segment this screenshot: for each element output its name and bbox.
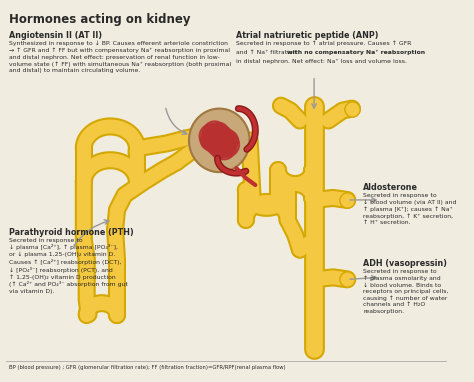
Text: Synthesized in response to ↓ BP. Causes efferent arteriole constriction
→ ↑ GFR : Synthesized in response to ↓ BP. Causes … — [9, 41, 231, 73]
Polygon shape — [208, 140, 222, 155]
Text: Secreted in response to
↓ blood volume (via AT II) and
↑ plasma [K⁺]; causes ↑ N: Secreted in response to ↓ blood volume (… — [364, 193, 457, 225]
Polygon shape — [204, 137, 218, 152]
Text: ADH (vasopressin): ADH (vasopressin) — [364, 259, 447, 269]
Text: Secreted in response to ↑ atrial pressure. Causes ↑ GFR: Secreted in response to ↑ atrial pressur… — [237, 41, 412, 47]
Text: Atrial natriuretic peptide (ANP): Atrial natriuretic peptide (ANP) — [237, 31, 379, 40]
Polygon shape — [199, 124, 223, 149]
Text: Parathyroid hormone (PTH): Parathyroid hormone (PTH) — [9, 228, 134, 237]
Text: Hormones acting on kidney: Hormones acting on kidney — [9, 13, 191, 26]
Polygon shape — [201, 130, 219, 150]
Polygon shape — [210, 123, 229, 142]
Text: BP (blood pressure) ; GFR (glomerular filtration rate); FF (filtration fraction): BP (blood pressure) ; GFR (glomerular fi… — [9, 365, 286, 370]
Polygon shape — [220, 129, 235, 144]
Text: and ↑ Na⁺ filtration: and ↑ Na⁺ filtration — [237, 50, 299, 55]
Polygon shape — [217, 126, 231, 141]
Polygon shape — [216, 132, 239, 157]
Text: Secreted in response to
↓ plasma [Ca²⁺], ↑ plasma [PO₄³⁻],
or ↓ plasma 1,25-(OH): Secreted in response to ↓ plasma [Ca²⁺],… — [9, 238, 128, 294]
Polygon shape — [203, 121, 227, 146]
Text: Aldosterone: Aldosterone — [364, 183, 419, 192]
Text: with no compensatory Na⁺ reabsorption: with no compensatory Na⁺ reabsorption — [287, 50, 425, 55]
Text: Angiotensin II (AT II): Angiotensin II (AT II) — [9, 31, 102, 40]
Polygon shape — [189, 108, 250, 172]
Polygon shape — [219, 130, 238, 150]
Polygon shape — [212, 135, 236, 160]
Polygon shape — [210, 138, 229, 158]
Text: Secreted in response to
↑ plasma osmolarity and
↓ blood volume. Binds to
recepto: Secreted in response to ↑ plasma osmolar… — [364, 269, 449, 314]
Text: in distal nephron. Net effect: Na⁺ loss and volume loss.: in distal nephron. Net effect: Na⁺ loss … — [237, 59, 407, 64]
